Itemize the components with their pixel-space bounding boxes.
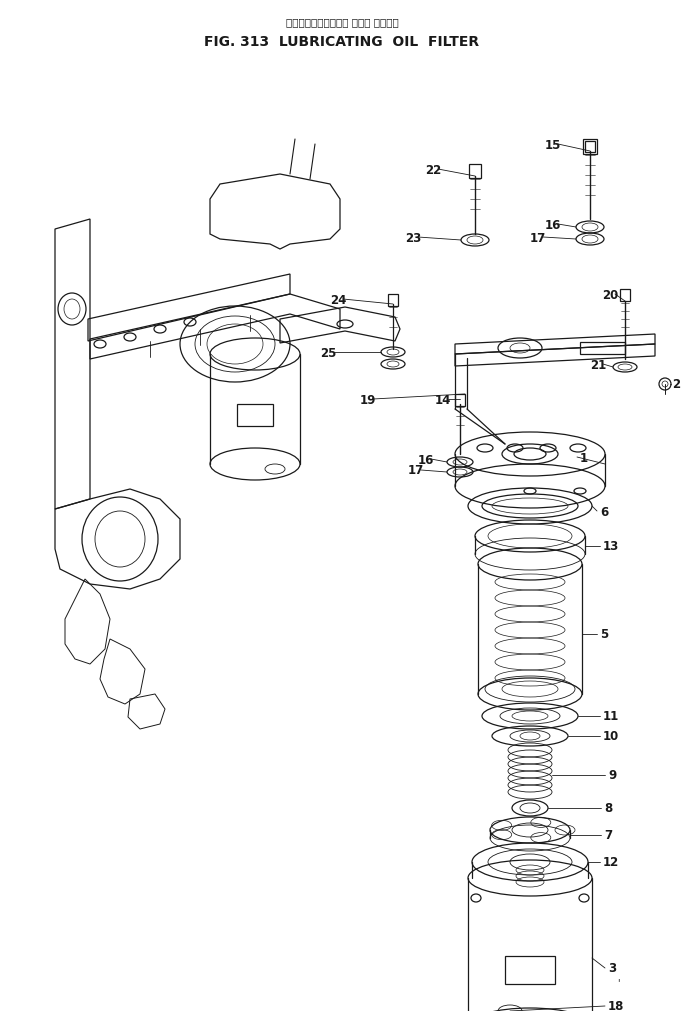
Bar (580, 343, 625, 355)
Bar (583, 140, 597, 155)
Text: 21: 21 (590, 358, 606, 371)
Text: 3: 3 (608, 961, 616, 975)
Bar (620, 290, 630, 301)
Text: 12: 12 (603, 855, 619, 868)
Text: 1: 1 (580, 451, 588, 464)
Text: 10: 10 (603, 730, 619, 743)
Text: 7: 7 (604, 829, 612, 842)
Text: 16: 16 (545, 218, 562, 232)
Bar (469, 165, 481, 179)
Text: 19: 19 (360, 393, 376, 406)
Text: 16: 16 (418, 453, 434, 466)
Bar (505, 956, 555, 984)
Text: ルーブリケーティング オイル フィルタ: ルーブリケーティング オイル フィルタ (286, 17, 398, 27)
Text: 15: 15 (545, 139, 562, 152)
Text: 9: 9 (608, 768, 616, 782)
Bar (388, 295, 398, 306)
Text: 18: 18 (608, 1000, 624, 1011)
Text: FIG. 313  LUBRICATING  OIL  FILTER: FIG. 313 LUBRICATING OIL FILTER (205, 35, 479, 49)
Text: 17: 17 (530, 232, 547, 245)
Text: 17: 17 (408, 464, 424, 477)
Bar (455, 394, 465, 406)
Text: 11: 11 (603, 710, 619, 723)
Text: 5: 5 (600, 628, 608, 641)
Text: 13: 13 (603, 540, 619, 553)
Text: 24: 24 (330, 293, 346, 306)
Text: 2: 2 (672, 378, 680, 391)
Text: 8: 8 (604, 802, 612, 815)
Text: 6: 6 (600, 506, 608, 518)
Text: 22: 22 (425, 164, 441, 176)
Bar (585, 142, 595, 153)
Text: 20: 20 (602, 288, 618, 301)
Text: ': ' (617, 977, 620, 987)
Bar (237, 404, 273, 427)
Text: 14: 14 (435, 393, 451, 406)
Text: 23: 23 (405, 232, 421, 245)
Text: 25: 25 (320, 346, 337, 359)
